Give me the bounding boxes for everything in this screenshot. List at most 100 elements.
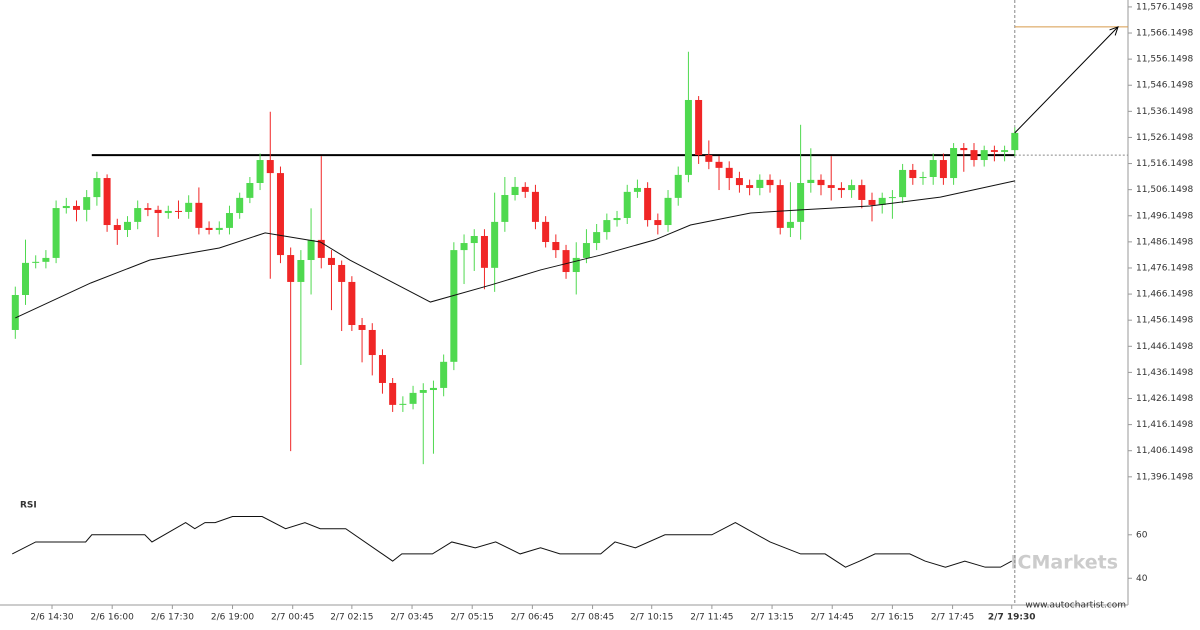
x-tick-label: 2/7 06:45 xyxy=(511,613,554,623)
candle-body xyxy=(287,255,295,282)
candle-body xyxy=(623,191,631,218)
x-tick-label: 2/7 13:15 xyxy=(750,613,793,623)
candle-body xyxy=(348,281,356,326)
x-tick-label: 2/7 05:15 xyxy=(451,613,494,623)
candle-body xyxy=(899,169,907,198)
candle-body xyxy=(746,185,754,188)
y-tick-label: 11,466.1498 xyxy=(1136,290,1194,300)
candle-body xyxy=(103,178,111,226)
candle-body xyxy=(950,148,958,179)
candle-body xyxy=(960,148,968,151)
candle-body xyxy=(62,205,70,209)
y-tick-label: 11,416.1498 xyxy=(1136,420,1194,430)
candle-body xyxy=(868,199,876,205)
candle-body xyxy=(644,187,652,221)
candle-body xyxy=(368,329,376,356)
candle-body xyxy=(531,191,539,222)
y-tick-label: 11,496.1498 xyxy=(1136,211,1194,221)
candle-body xyxy=(358,325,366,330)
candle-body xyxy=(338,264,346,282)
candle-body xyxy=(215,227,223,230)
candle-body xyxy=(521,186,529,192)
candle-body xyxy=(827,185,835,188)
candle-body xyxy=(480,235,488,268)
candle-body xyxy=(317,239,325,258)
candle-body xyxy=(154,209,162,214)
candle-body xyxy=(429,387,437,391)
candle-body xyxy=(42,257,50,262)
candle-body xyxy=(909,169,917,179)
x-tick-label: 2/6 19:00 xyxy=(211,613,255,623)
candle-body xyxy=(144,208,152,210)
rsi-line xyxy=(12,516,1012,568)
candle-body xyxy=(470,235,478,244)
candle-body xyxy=(409,392,417,404)
source: www.autochartist.com xyxy=(1025,601,1126,611)
candle-body xyxy=(256,160,264,183)
candle-body xyxy=(929,160,937,177)
candle-body xyxy=(695,99,703,156)
y-tick-label: 11,456.1498 xyxy=(1136,316,1194,326)
candle-body xyxy=(807,179,815,183)
candle-body xyxy=(970,150,978,161)
candle-body xyxy=(440,361,448,388)
candle-body xyxy=(134,208,142,222)
candle-body xyxy=(817,179,825,186)
x-tick-label: 2/7 10:15 xyxy=(630,613,673,623)
candle-body xyxy=(491,221,499,268)
candle-body xyxy=(990,150,998,152)
candle-body xyxy=(174,210,182,212)
y-tick-label: 11,526.1498 xyxy=(1136,133,1194,143)
x-tick-label: 2/6 17:30 xyxy=(151,613,195,623)
forecast-arrow xyxy=(1014,26,1119,134)
candle-body xyxy=(246,182,254,198)
candle-body xyxy=(511,186,519,196)
y-tick-label: 11,486.1498 xyxy=(1136,237,1194,247)
candle-body xyxy=(939,160,947,179)
y-tick-label: 11,506.1498 xyxy=(1136,185,1194,195)
candle-body xyxy=(776,185,784,228)
x-tick-label: 2/6 16:00 xyxy=(91,613,135,623)
y-tick-label: 11,426.1498 xyxy=(1136,394,1194,404)
candle-body xyxy=(593,232,601,244)
candle-body xyxy=(837,187,845,191)
candle-body xyxy=(848,185,856,191)
y-tick-label: 60 xyxy=(1136,530,1148,540)
candle-body xyxy=(460,243,468,251)
y-tick-label: 11,566.1498 xyxy=(1136,29,1194,39)
candle-body xyxy=(603,220,611,233)
y-tick-label: 11,576.1498 xyxy=(1136,2,1194,12)
candle-body xyxy=(613,217,621,221)
candle-body xyxy=(858,185,866,200)
y-tick-label: 11,516.1498 xyxy=(1136,159,1194,169)
candle-body xyxy=(786,221,794,228)
y-tick-label: 11,446.1498 xyxy=(1136,342,1194,352)
candle-body xyxy=(980,150,988,161)
candle-body xyxy=(919,176,927,179)
moving-average xyxy=(15,180,1015,319)
y-tick-label: 40 xyxy=(1136,574,1148,584)
y-tick-label: 11,396.1498 xyxy=(1136,472,1194,482)
candle-body xyxy=(205,227,213,230)
candle-body xyxy=(654,220,662,226)
x-tick-label: 2/7 03:45 xyxy=(390,613,433,623)
candle-body xyxy=(123,221,131,230)
candle-body xyxy=(83,197,91,210)
candle-body xyxy=(756,179,764,188)
y-tick-label: 11,536.1498 xyxy=(1136,107,1194,117)
candle-body xyxy=(389,382,397,405)
candle-body xyxy=(1001,150,1009,152)
y-tick-label: 11,406.1498 xyxy=(1136,446,1194,456)
x-tick-label: 2/7 17:45 xyxy=(931,613,974,623)
candle-body xyxy=(501,195,509,222)
candle-body xyxy=(11,294,19,330)
arrow-head xyxy=(1109,26,1119,36)
x-tick-label: 2/7 08:45 xyxy=(571,613,614,623)
candle-body xyxy=(21,262,29,295)
candle-body xyxy=(113,225,121,230)
candle-body xyxy=(52,208,60,258)
candle-body xyxy=(236,197,244,214)
candle-body xyxy=(72,205,80,210)
watermark: ICMarkets xyxy=(1010,552,1118,574)
y-tick-label: 11,436.1498 xyxy=(1136,368,1194,378)
